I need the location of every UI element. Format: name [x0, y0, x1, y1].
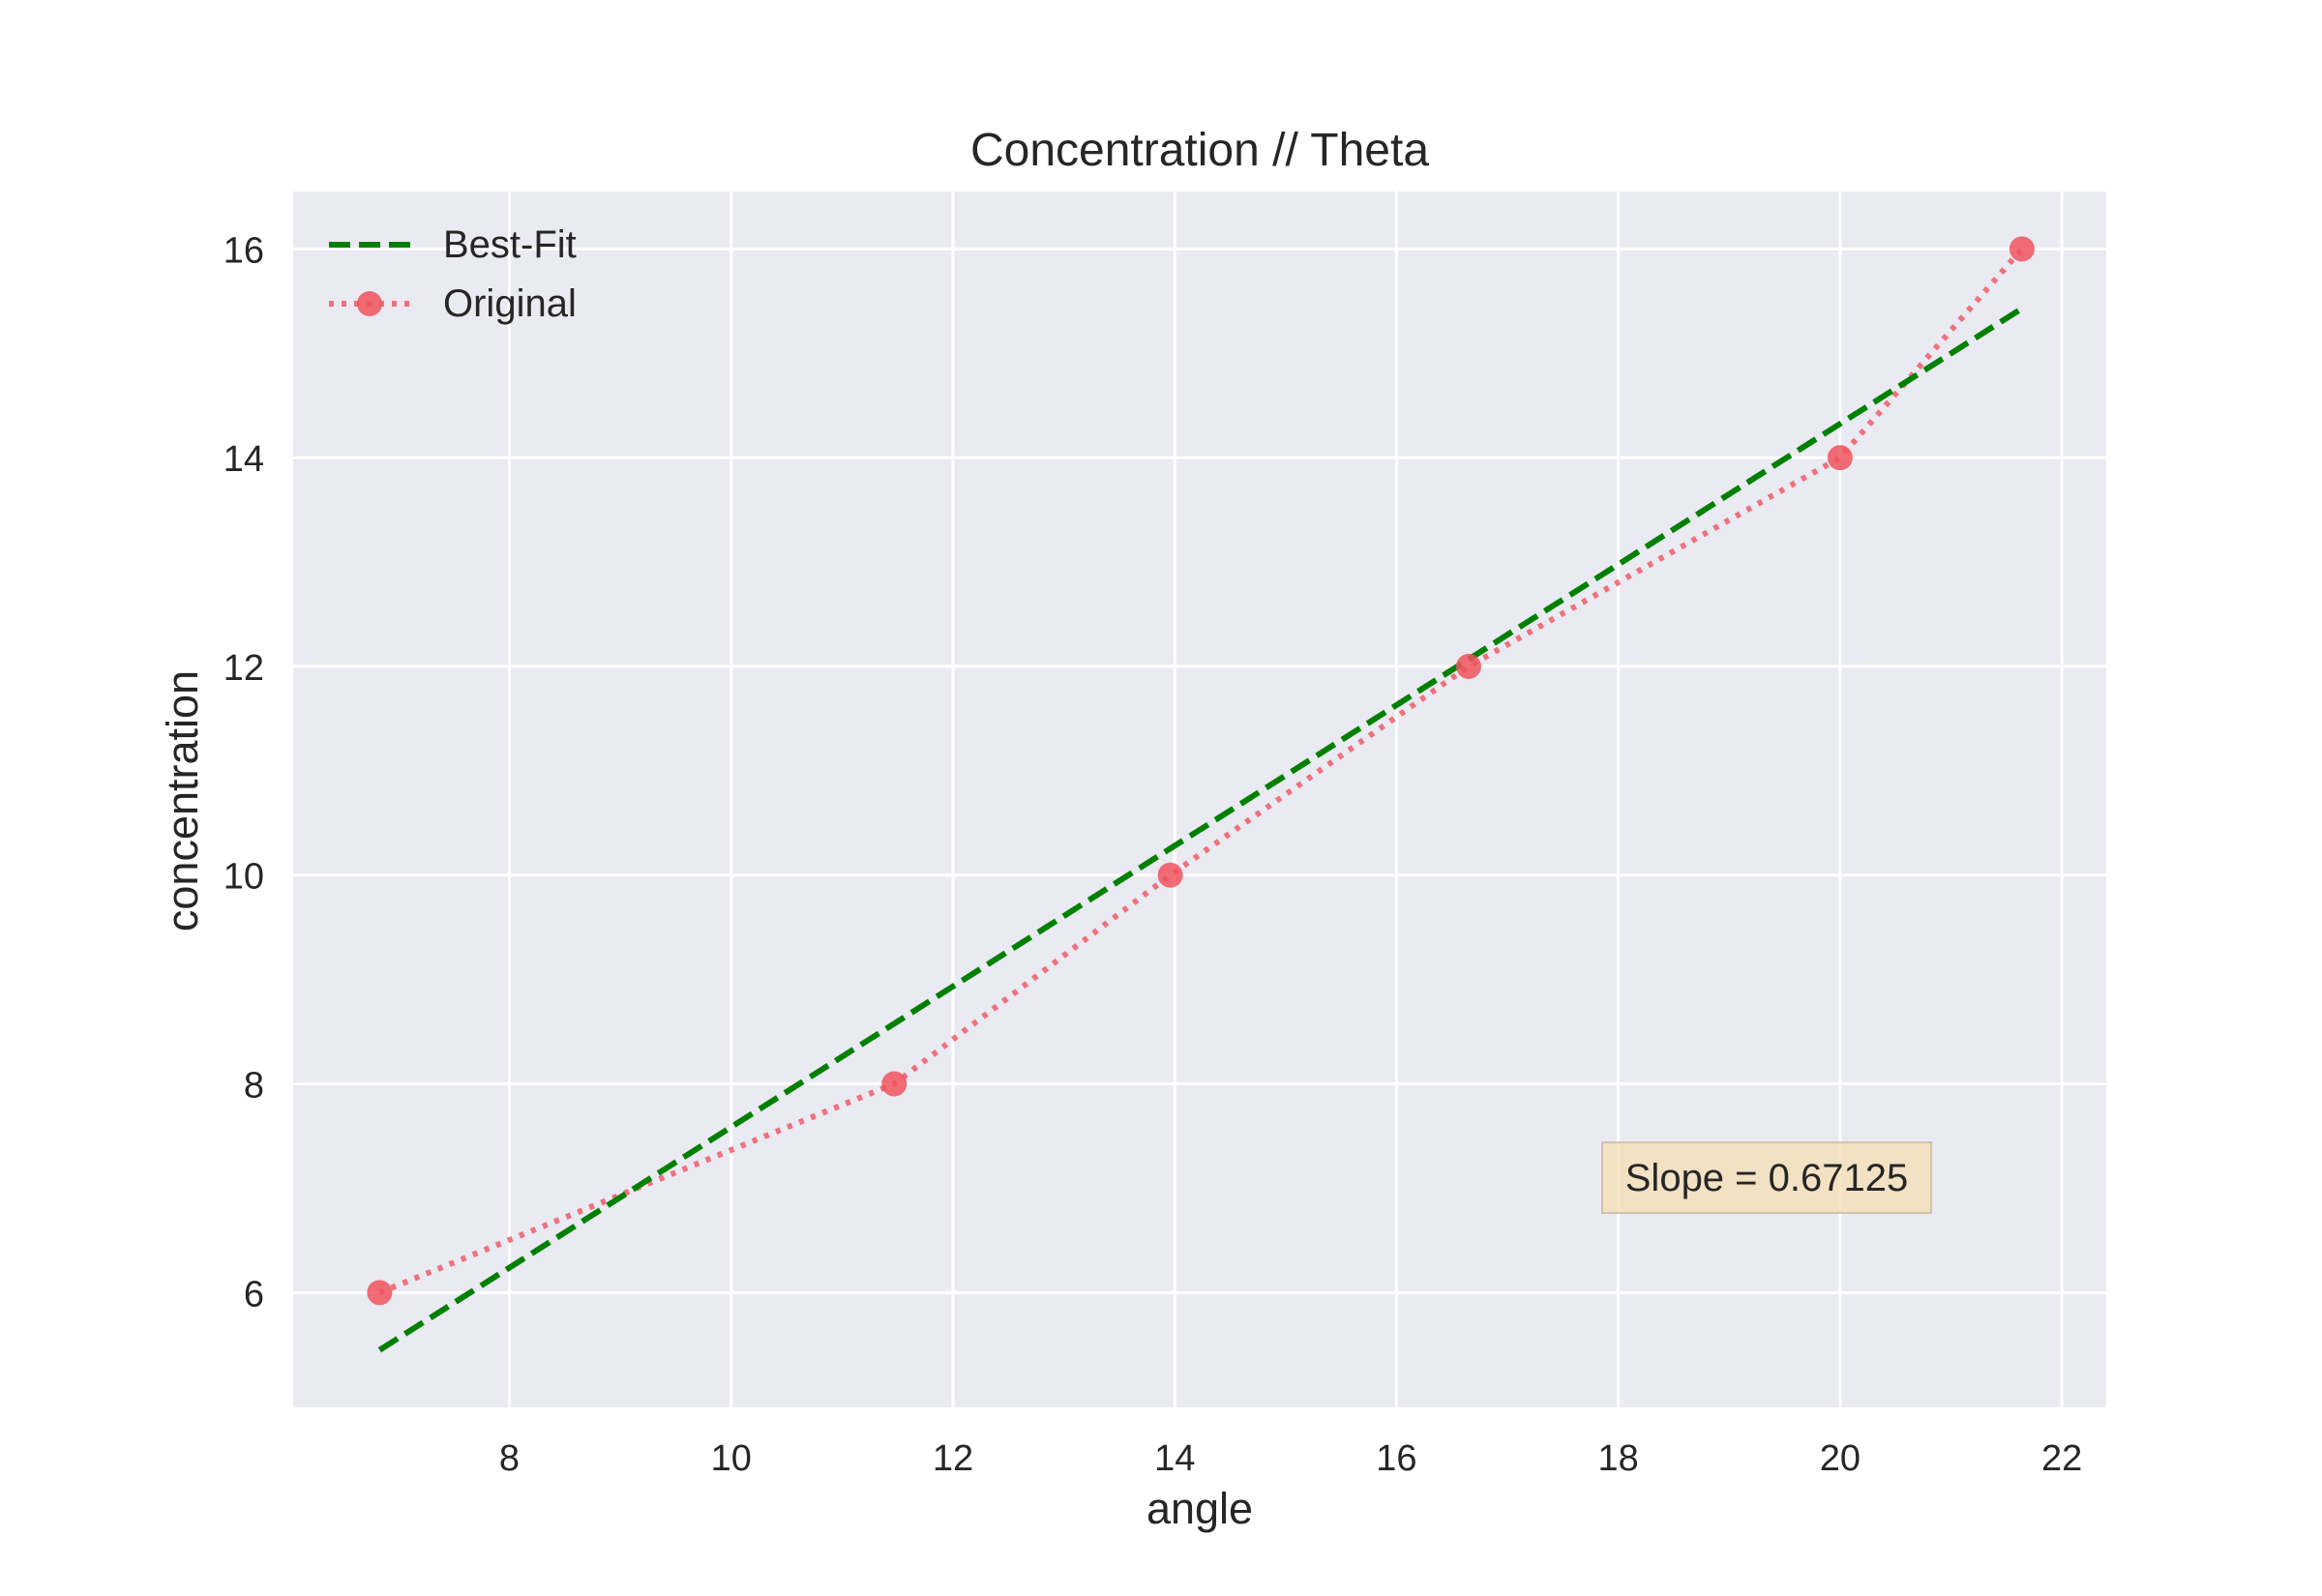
- chart-title: Concentration // Theta: [970, 125, 1429, 176]
- y-tick-label: 16: [223, 230, 264, 271]
- legend-label-best-fit: Best-Fit: [443, 223, 577, 266]
- x-tick-label: 22: [2041, 1438, 2082, 1479]
- y-tick-labels: 6 8 10 12 14 16: [223, 230, 264, 1315]
- x-tick-label: 14: [1154, 1438, 1195, 1479]
- legend-label-original: Original: [443, 282, 577, 325]
- series: [367, 236, 2035, 1353]
- y-tick-label: 6: [244, 1274, 264, 1315]
- y-tick-label: 12: [223, 648, 264, 689]
- data-point-original: [1157, 862, 1183, 888]
- x-tick-label: 20: [1820, 1438, 1861, 1479]
- x-tick-label: 16: [1376, 1438, 1416, 1479]
- grid: [293, 192, 2106, 1407]
- y-axis-label: concentration: [158, 670, 207, 931]
- series-line-original: [378, 247, 2025, 1296]
- data-point-original: [1455, 653, 1481, 679]
- data-point-original: [367, 1280, 393, 1306]
- y-tick-label: 10: [223, 857, 264, 898]
- slope-annotation-text: Slope = 0.67125: [1625, 1157, 1908, 1199]
- data-point-original: [881, 1071, 908, 1097]
- series-line-best-fit: [377, 306, 2024, 1353]
- x-tick-label: 18: [1598, 1438, 1639, 1479]
- data-point-original: [2009, 236, 2035, 262]
- x-tick-labels: 8 10 12 14 16 18 20 22: [499, 1438, 2082, 1479]
- y-tick-label: 8: [244, 1066, 264, 1107]
- x-tick-label: 8: [499, 1438, 520, 1479]
- plot-background: [293, 192, 2106, 1407]
- legend-marker-original: [357, 291, 382, 316]
- data-point-original: [1827, 445, 1853, 471]
- x-tick-label: 12: [933, 1438, 973, 1479]
- slope-annotation: Slope = 0.67125: [1601, 1141, 1932, 1214]
- slope-annotation-box: [1601, 1141, 1932, 1214]
- x-tick-label: 10: [711, 1438, 752, 1479]
- y-tick-label: 14: [223, 439, 264, 480]
- legend: Best-Fit Original: [329, 223, 577, 325]
- x-axis-label: angle: [1146, 1484, 1253, 1533]
